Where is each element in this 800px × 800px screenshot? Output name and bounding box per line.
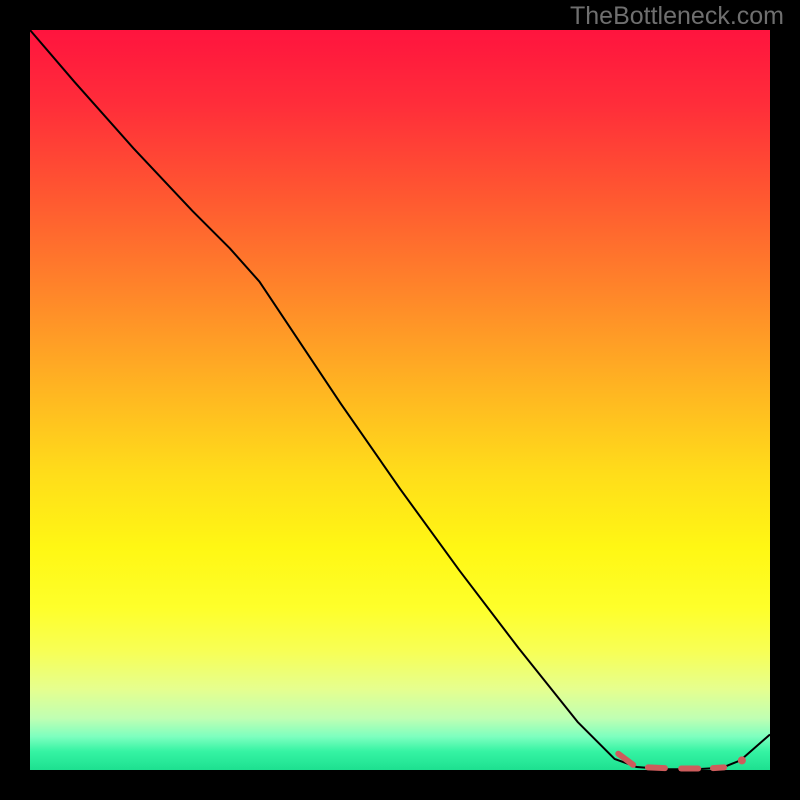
source-watermark: TheBottleneck.com bbox=[570, 2, 784, 31]
chart-frame: TheBottleneck.com bbox=[0, 0, 800, 800]
highlight-dash-3 bbox=[713, 767, 724, 768]
main-curve bbox=[30, 30, 770, 769]
highlight-dash-1 bbox=[648, 767, 665, 768]
chart-overlay-svg bbox=[0, 0, 800, 800]
highlight-end-dot bbox=[738, 756, 746, 764]
